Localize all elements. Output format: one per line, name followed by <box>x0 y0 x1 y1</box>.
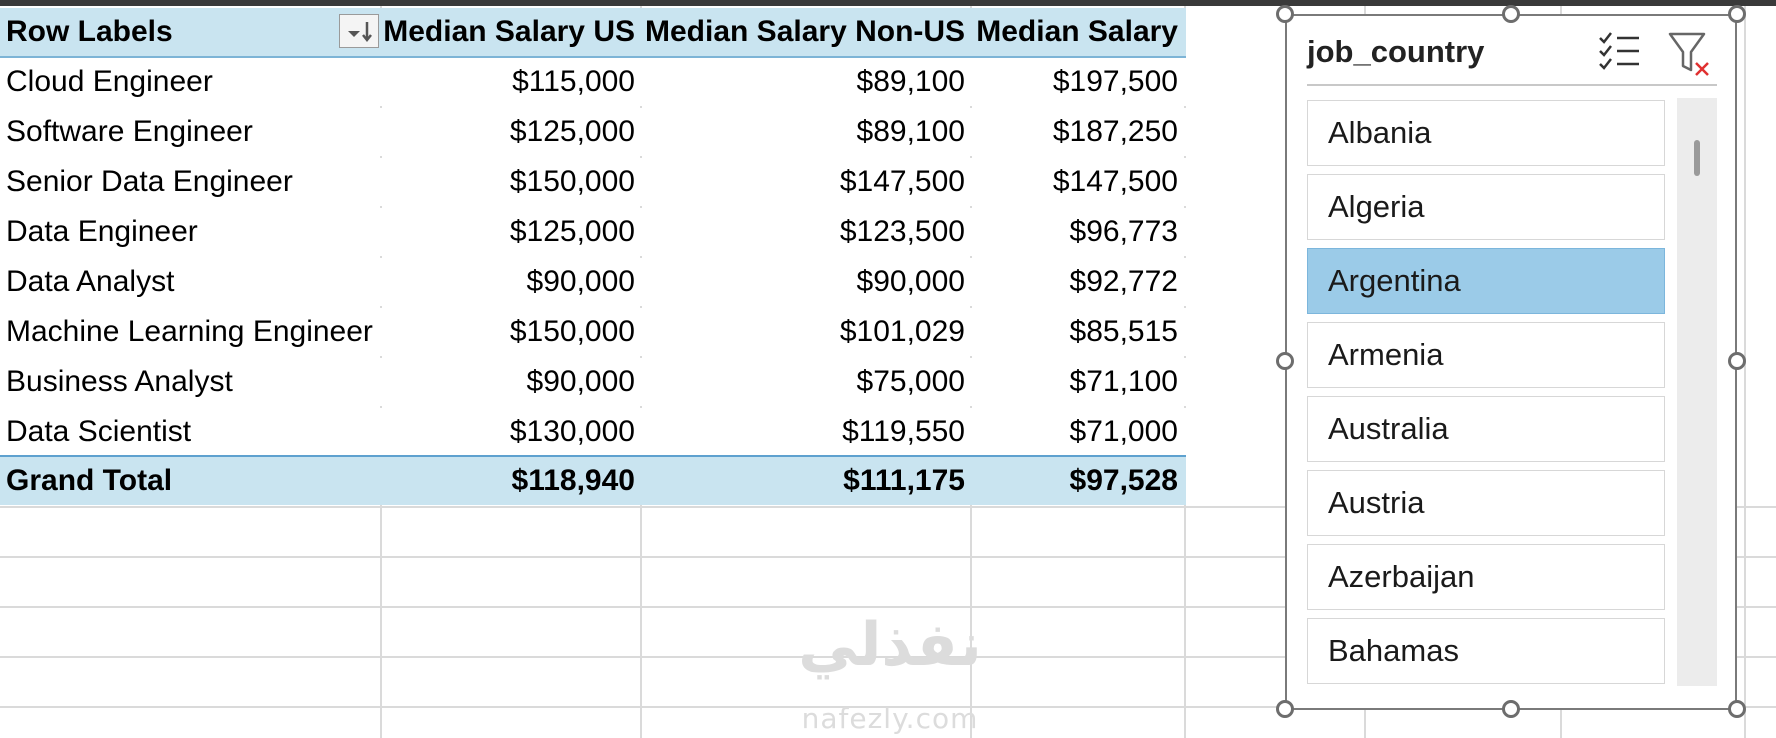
value-us[interactable]: $150,000 <box>509 165 635 198</box>
grand-total-label[interactable]: Grand Total <box>6 464 173 497</box>
value-non-us[interactable]: $89,100 <box>856 115 965 148</box>
slicer-item[interactable]: Azerbaijan <box>1307 544 1665 610</box>
value-median[interactable]: $71,100 <box>1069 365 1178 398</box>
grid-column-line <box>1744 6 1746 738</box>
value-median[interactable]: $71,000 <box>1069 415 1178 448</box>
value-us[interactable]: $90,000 <box>526 265 635 298</box>
resize-handle-top-right[interactable] <box>1728 5 1746 23</box>
table-row: Data Scientist $130,000 $119,550 $71,000 <box>0 408 1186 456</box>
job-country-slicer[interactable]: job_country Albania Algeria Argentina Ar… <box>1285 14 1737 710</box>
value-median[interactable]: $197,500 <box>1052 65 1178 98</box>
resize-handle-right[interactable] <box>1728 352 1746 370</box>
grand-total-non-us[interactable]: $111,175 <box>843 464 965 497</box>
table-row: Senior Data Engineer $150,000 $147,500 $… <box>0 158 1186 206</box>
value-us[interactable]: $150,000 <box>509 315 635 348</box>
header-median-salary-non-us[interactable]: Median Salary Non-US <box>645 15 966 48</box>
table-row: Machine Learning Engineer $150,000 $101,… <box>0 308 1186 356</box>
row-label[interactable]: Software Engineer <box>6 115 253 148</box>
row-label[interactable]: Data Engineer <box>6 215 198 248</box>
row-label[interactable]: Cloud Engineer <box>6 65 213 98</box>
value-non-us[interactable]: $147,500 <box>839 165 965 198</box>
header-median-salary-us[interactable]: Median Salary US <box>383 15 635 48</box>
value-us[interactable]: $115,000 <box>512 65 635 98</box>
sort-filter-button[interactable] <box>339 14 379 48</box>
grid-row-line <box>0 706 1776 708</box>
value-us[interactable]: $90,000 <box>526 365 635 398</box>
multi-select-icon <box>1599 32 1639 70</box>
row-label[interactable]: Data Scientist <box>6 415 192 448</box>
slicer-item[interactable]: Bahamas <box>1307 618 1665 684</box>
value-median[interactable]: $187,250 <box>1052 115 1178 148</box>
header-median-salary[interactable]: Median Salary <box>976 15 1178 48</box>
value-median[interactable]: $147,500 <box>1052 165 1178 198</box>
row-label[interactable]: Business Analyst <box>6 365 233 398</box>
slicer-title: job_country <box>1307 34 1485 69</box>
value-non-us[interactable]: $101,029 <box>839 315 965 348</box>
value-median[interactable]: $96,773 <box>1069 215 1178 248</box>
slicer-divider <box>1307 84 1717 86</box>
table-row: Cloud Engineer $115,000 $89,100 $197,500 <box>0 58 1186 106</box>
grand-total-median[interactable]: $97,528 <box>1069 464 1178 497</box>
slicer-item[interactable]: Algeria <box>1307 174 1665 240</box>
slicer-item[interactable]: Armenia <box>1307 322 1665 388</box>
value-us[interactable]: $125,000 <box>509 115 635 148</box>
value-non-us[interactable]: $75,000 <box>856 365 965 398</box>
row-label[interactable]: Senior Data Engineer <box>6 165 293 198</box>
watermark-arabic: نفذلي <box>798 610 982 680</box>
table-row: Data Analyst $90,000 $90,000 $92,772 <box>0 258 1186 306</box>
clear-filter-icon <box>1668 32 1709 76</box>
row-label[interactable]: Data Analyst <box>6 265 175 298</box>
resize-handle-bottom[interactable] <box>1502 700 1520 718</box>
slicer-item[interactable]: Austria <box>1307 470 1665 536</box>
value-us[interactable]: $130,000 <box>509 415 635 448</box>
value-non-us[interactable]: $89,100 <box>856 65 965 98</box>
slicer-scrollbar[interactable] <box>1677 98 1717 686</box>
slicer-item[interactable]: Australia <box>1307 396 1665 462</box>
table-row: Business Analyst $90,000 $75,000 $71,100 <box>0 358 1186 406</box>
value-median[interactable]: $92,772 <box>1069 265 1178 298</box>
resize-handle-bottom-left[interactable] <box>1276 700 1294 718</box>
slicer-item[interactable]: Albania <box>1307 100 1665 166</box>
grand-total-us[interactable]: $118,940 <box>511 464 635 497</box>
grand-total-row: Grand Total $118,940 $111,175 $97,528 <box>0 455 1186 505</box>
multi-select-button[interactable] <box>1597 30 1643 74</box>
value-non-us[interactable]: $90,000 <box>856 265 965 298</box>
table-row: Software Engineer $125,000 $89,100 $187,… <box>0 108 1186 156</box>
resize-handle-top[interactable] <box>1502 5 1520 23</box>
watermark-latin: nafezly.com <box>801 702 979 735</box>
resize-handle-bottom-right[interactable] <box>1728 700 1746 718</box>
sort-descending-icon <box>348 22 372 43</box>
scrollbar-thumb[interactable] <box>1694 140 1700 176</box>
grid-row-line <box>0 556 1776 558</box>
value-median[interactable]: $85,515 <box>1069 315 1178 348</box>
value-non-us[interactable]: $123,500 <box>839 215 965 248</box>
slicer-item-selected[interactable]: Argentina <box>1307 248 1665 314</box>
grid-row-line <box>0 506 1776 508</box>
resize-handle-top-left[interactable] <box>1276 5 1294 23</box>
grid-row-line <box>0 606 1776 608</box>
window-top-border <box>0 0 1776 6</box>
value-us[interactable]: $125,000 <box>509 215 635 248</box>
header-row-labels[interactable]: Row Labels <box>6 15 173 48</box>
table-row: Data Engineer $125,000 $123,500 $96,773 <box>0 208 1186 256</box>
row-label[interactable]: Machine Learning Engineer <box>6 315 373 348</box>
clear-filter-button[interactable] <box>1667 30 1713 78</box>
pivot-header-row: Row Labels Median Salary US Median Salar… <box>0 8 1186 58</box>
grid-row-line <box>0 656 1776 658</box>
resize-handle-left[interactable] <box>1276 352 1294 370</box>
value-non-us[interactable]: $119,550 <box>842 415 965 448</box>
